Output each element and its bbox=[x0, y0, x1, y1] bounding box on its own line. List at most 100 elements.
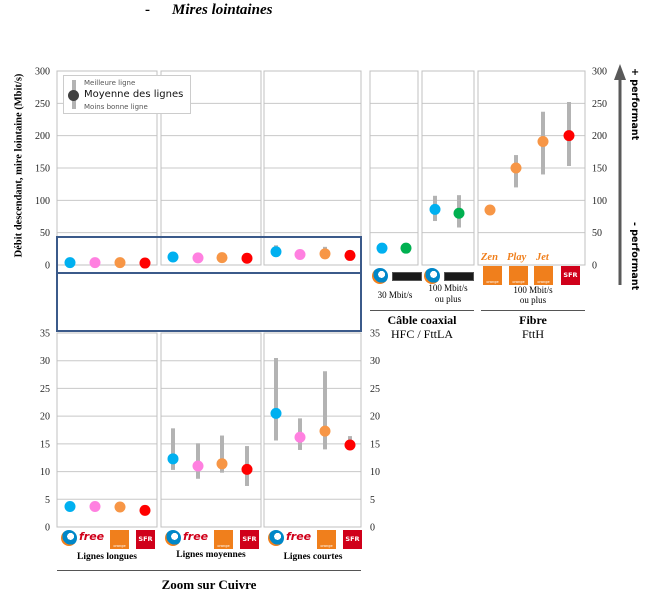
bottom-mean-point bbox=[241, 463, 253, 475]
top-y-tick-left: 150 bbox=[35, 164, 50, 175]
bottom-y-tick-left: 30 bbox=[40, 356, 50, 367]
sfr-logo: SFR bbox=[136, 530, 155, 549]
bottom-mean-point bbox=[270, 407, 282, 419]
top-y-tick-left: 250 bbox=[35, 99, 50, 110]
sfr-logo: SFR bbox=[561, 266, 580, 285]
offer-jet: Jet bbox=[536, 252, 549, 263]
caption-fibre-100-l1: 100 Mbit/s bbox=[513, 285, 553, 295]
top-mean-point bbox=[241, 252, 253, 264]
top-y-tick-right: 300 bbox=[592, 67, 607, 78]
title-dash: - bbox=[145, 2, 150, 18]
bottom-y-tick-left: 35 bbox=[40, 329, 50, 340]
orange-logo: orange bbox=[534, 266, 553, 285]
bottom-mean-point bbox=[64, 500, 76, 512]
zoom-connector-box bbox=[56, 273, 362, 332]
caption-cable-100-l1: 100 Mbit/s bbox=[428, 283, 468, 293]
top-mean-point bbox=[294, 249, 306, 261]
top-y-tick-left: 50 bbox=[40, 228, 50, 239]
top-mean-point bbox=[563, 130, 575, 142]
bottom-mean-point bbox=[344, 439, 356, 451]
bottom-panel-frame bbox=[160, 332, 262, 528]
top-y-tick-left: 100 bbox=[35, 196, 50, 207]
orange-logo: orange bbox=[214, 530, 233, 549]
free-logo: free bbox=[183, 530, 209, 543]
caption-cable-100-l2: ou plus bbox=[434, 294, 462, 304]
bouygues-logo bbox=[268, 530, 284, 546]
top-mean-point bbox=[344, 249, 356, 261]
legend-mean: Moyenne des lignes bbox=[84, 89, 184, 100]
fibre-divider bbox=[481, 310, 585, 311]
legend-worst: Moins bonne ligne bbox=[84, 103, 148, 111]
bottom-y-tick-left: 25 bbox=[40, 384, 50, 395]
top-y-tick-left: 0 bbox=[45, 261, 50, 272]
top-panel-frame bbox=[477, 70, 586, 266]
bottom-y-tick-right: 0 bbox=[370, 523, 375, 534]
cuivre-divider bbox=[57, 570, 361, 571]
top-mean-point bbox=[400, 242, 412, 254]
bottom-y-tick-right: 15 bbox=[370, 439, 380, 450]
legend-best: Meilleure ligne bbox=[84, 79, 136, 87]
bottom-panel-frame bbox=[56, 332, 158, 528]
top-mean-point bbox=[139, 257, 151, 269]
perf-down-label: - performant bbox=[629, 222, 640, 291]
top-mean-point bbox=[319, 248, 331, 260]
caption-lignes-courtes: Lignes courtes bbox=[283, 552, 343, 562]
orange-logo: orange bbox=[110, 530, 129, 549]
top-panel-frame bbox=[369, 70, 419, 266]
free-logo: free bbox=[286, 530, 312, 543]
bottom-y-tick-left: 20 bbox=[40, 412, 50, 423]
bouygues-logo bbox=[165, 530, 181, 546]
top-mean-point bbox=[114, 257, 126, 269]
zoom-highlight-box bbox=[56, 236, 362, 274]
top-mean-point bbox=[376, 242, 388, 254]
caption-cable-30: 30 Mbit/s bbox=[377, 290, 413, 300]
numericable-logo bbox=[444, 272, 474, 281]
bottom-y-tick-right: 10 bbox=[370, 467, 380, 478]
top-mean-point bbox=[64, 257, 76, 269]
bouygues-logo bbox=[372, 268, 388, 284]
bottom-mean-point bbox=[294, 431, 306, 443]
top-y-tick-right: 150 bbox=[592, 164, 607, 175]
sfr-logo: SFR bbox=[343, 530, 362, 549]
bottom-y-tick-right: 35 bbox=[370, 329, 380, 340]
top-y-tick-left: 300 bbox=[35, 67, 50, 78]
top-y-tick-right: 50 bbox=[592, 228, 602, 239]
top-mean-point bbox=[216, 252, 228, 264]
bouygues-logo bbox=[61, 530, 77, 546]
orange-logo-text: orange bbox=[217, 544, 230, 548]
caption-fibre-100-l2: ou plus bbox=[519, 295, 547, 305]
caption-lignes-longues: Lignes longues bbox=[77, 552, 137, 562]
top-mean-point bbox=[89, 257, 101, 269]
top-y-tick-right: 100 bbox=[592, 196, 607, 207]
top-panel-frame bbox=[160, 70, 262, 266]
legend: Meilleure ligne Moyenne des lignes Moins… bbox=[63, 75, 191, 114]
bottom-mean-point bbox=[216, 458, 228, 470]
orange-logo: orange bbox=[509, 266, 528, 285]
top-mean-point bbox=[270, 246, 282, 258]
top-mean-point bbox=[510, 162, 522, 174]
perf-up-label: + performant bbox=[629, 68, 640, 141]
orange-logo-text: orange bbox=[512, 280, 525, 284]
sfr-logo: SFR bbox=[240, 530, 259, 549]
numericable-logo bbox=[392, 272, 422, 281]
caption-lignes-moyennes: Lignes moyennes bbox=[176, 550, 246, 560]
bottom-y-tick-left: 10 bbox=[40, 467, 50, 478]
performance-arrow-head bbox=[614, 64, 626, 80]
bottom-mean-point bbox=[319, 425, 331, 437]
free-logo: free bbox=[79, 530, 105, 543]
bottom-y-tick-left: 0 bbox=[45, 523, 50, 534]
orange-logo-text: orange bbox=[486, 280, 499, 284]
bottom-panel-frame bbox=[263, 332, 362, 528]
section-fibre-sub: FttH bbox=[521, 327, 544, 341]
top-mean-point bbox=[192, 252, 204, 264]
bottom-y-tick-right: 5 bbox=[370, 495, 375, 506]
section-cable: Câble coaxial bbox=[387, 313, 457, 327]
top-y-tick-right: 0 bbox=[592, 261, 597, 272]
orange-logo-text: orange bbox=[320, 544, 333, 548]
offer-play: Play bbox=[507, 252, 527, 263]
orange-logo: orange bbox=[483, 266, 502, 285]
bottom-y-tick-right: 20 bbox=[370, 412, 380, 423]
title-text: Mires lointaines bbox=[172, 2, 273, 18]
top-mean-point bbox=[167, 251, 179, 263]
section-cuivre: Zoom sur Cuivre bbox=[161, 577, 257, 592]
